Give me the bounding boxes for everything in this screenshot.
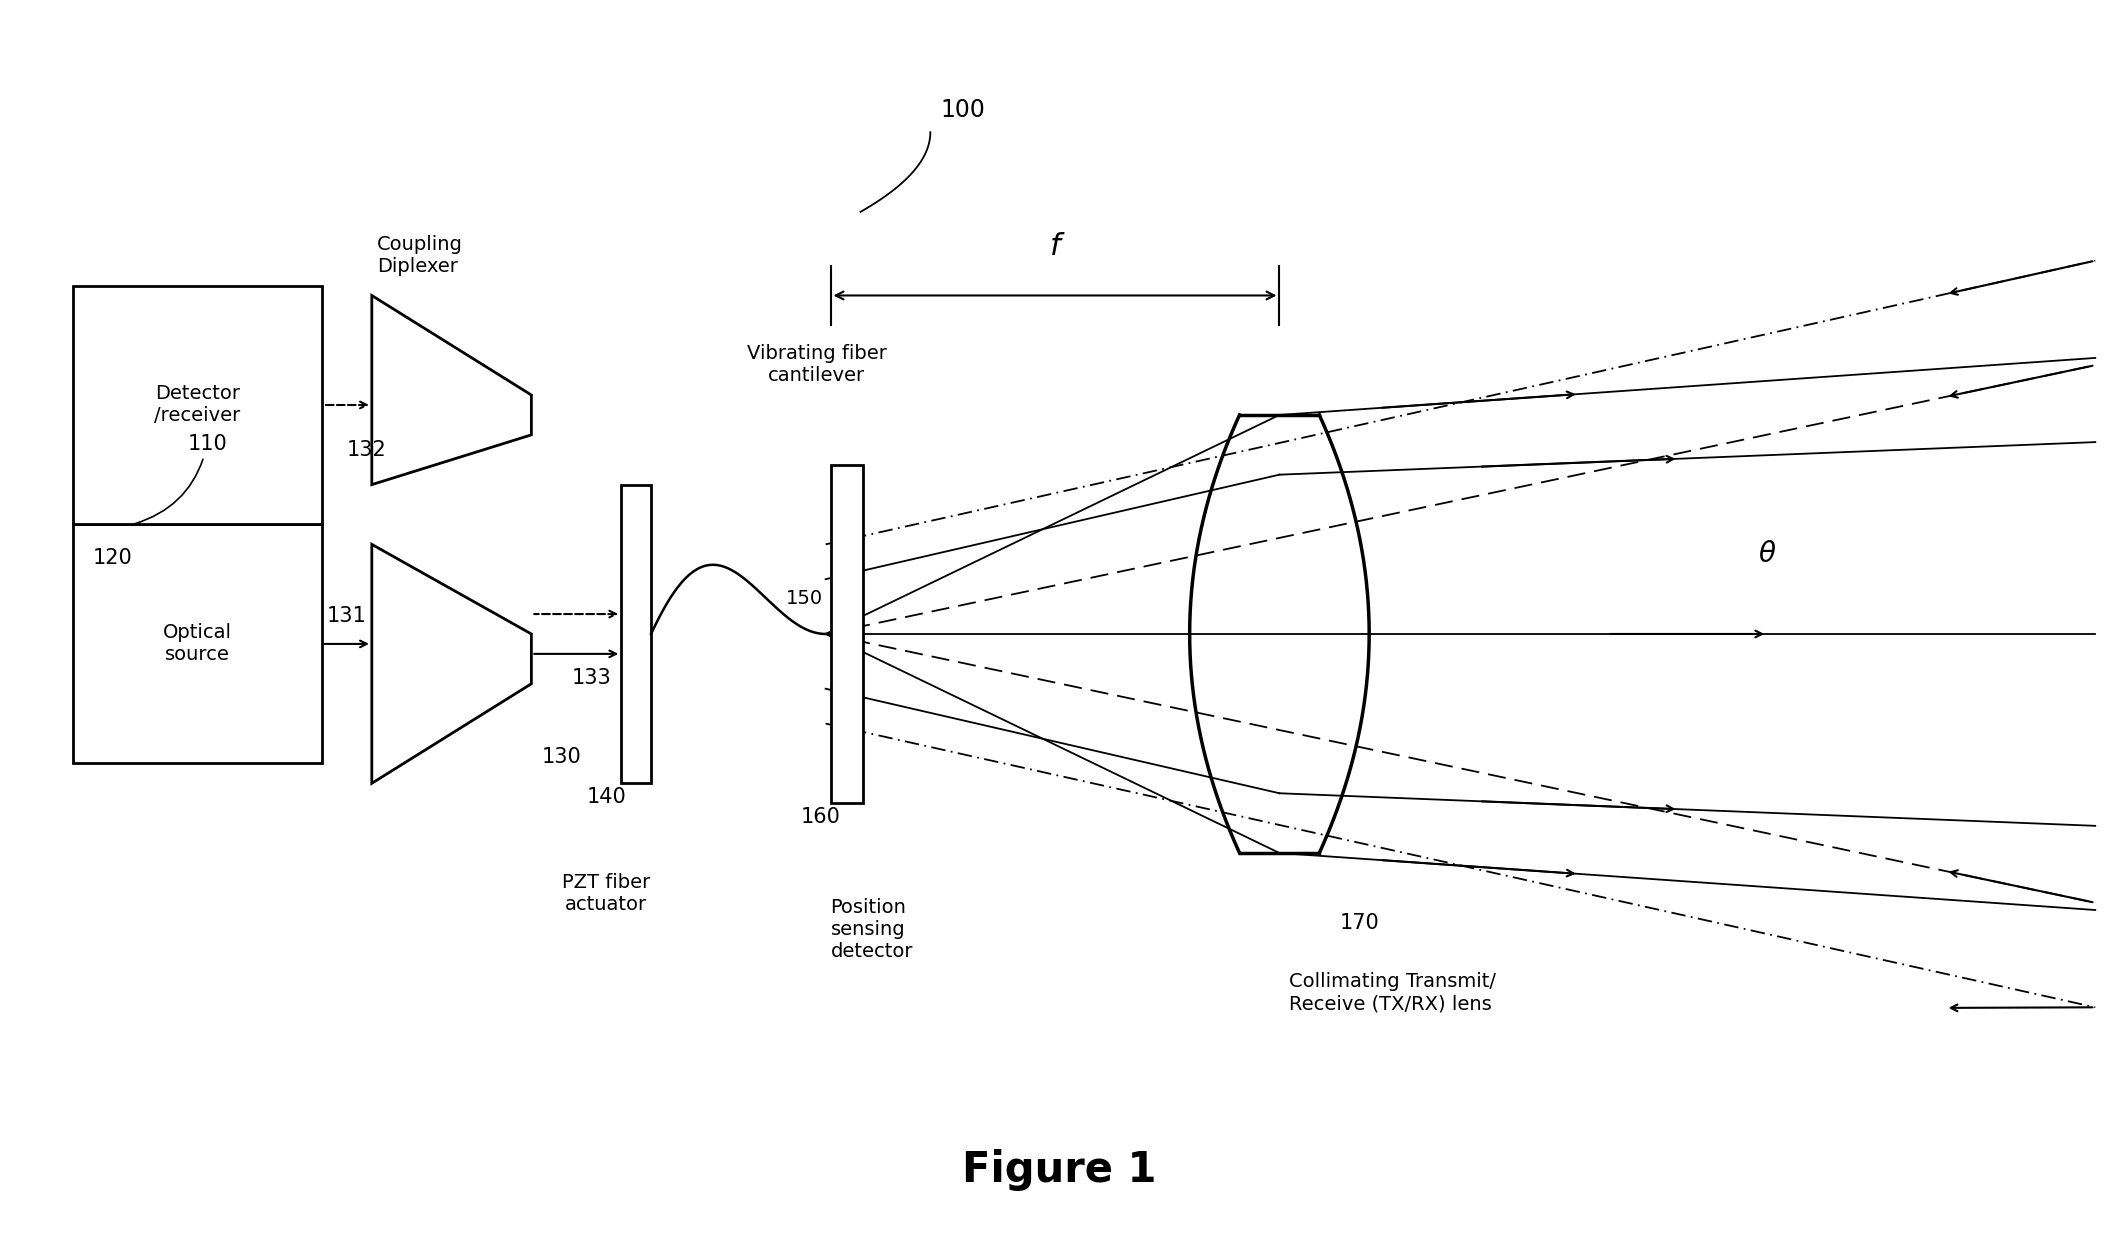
Text: 160: 160 [801,808,841,828]
Text: PZT fiber
actuator: PZT fiber actuator [561,873,650,914]
Text: Detector
/receiver: Detector /receiver [155,385,239,425]
Text: 120: 120 [93,548,131,568]
Bar [621,484,650,784]
Text: 133: 133 [572,667,610,687]
Text: 140: 140 [587,788,627,808]
Text: 110: 110 [136,434,227,524]
Polygon shape [373,544,532,784]
Text: θ: θ [1758,540,1775,568]
Text: f: f [1051,232,1061,261]
Text: 150: 150 [786,589,822,608]
Text: Position
sensing
detector: Position sensing detector [830,898,913,961]
Text: 170: 170 [1339,913,1379,933]
Polygon shape [373,296,532,484]
Text: 100: 100 [940,98,985,123]
Text: Coupling
Diplexer: Coupling Diplexer [377,234,462,276]
Text: Vibrating fiber
cantilever: Vibrating fiber cantilever [748,344,887,385]
Text: 131: 131 [326,606,366,626]
Bar [72,286,322,524]
Text: 132: 132 [347,440,388,460]
Bar [830,465,862,804]
Text: 130: 130 [542,747,580,767]
Text: Collimating Transmit/
Receive (TX/RX) lens: Collimating Transmit/ Receive (TX/RX) le… [1290,972,1497,1013]
Bar [72,524,322,764]
Text: Optical
source: Optical source [163,623,231,665]
Text: Figure 1: Figure 1 [962,1150,1156,1191]
